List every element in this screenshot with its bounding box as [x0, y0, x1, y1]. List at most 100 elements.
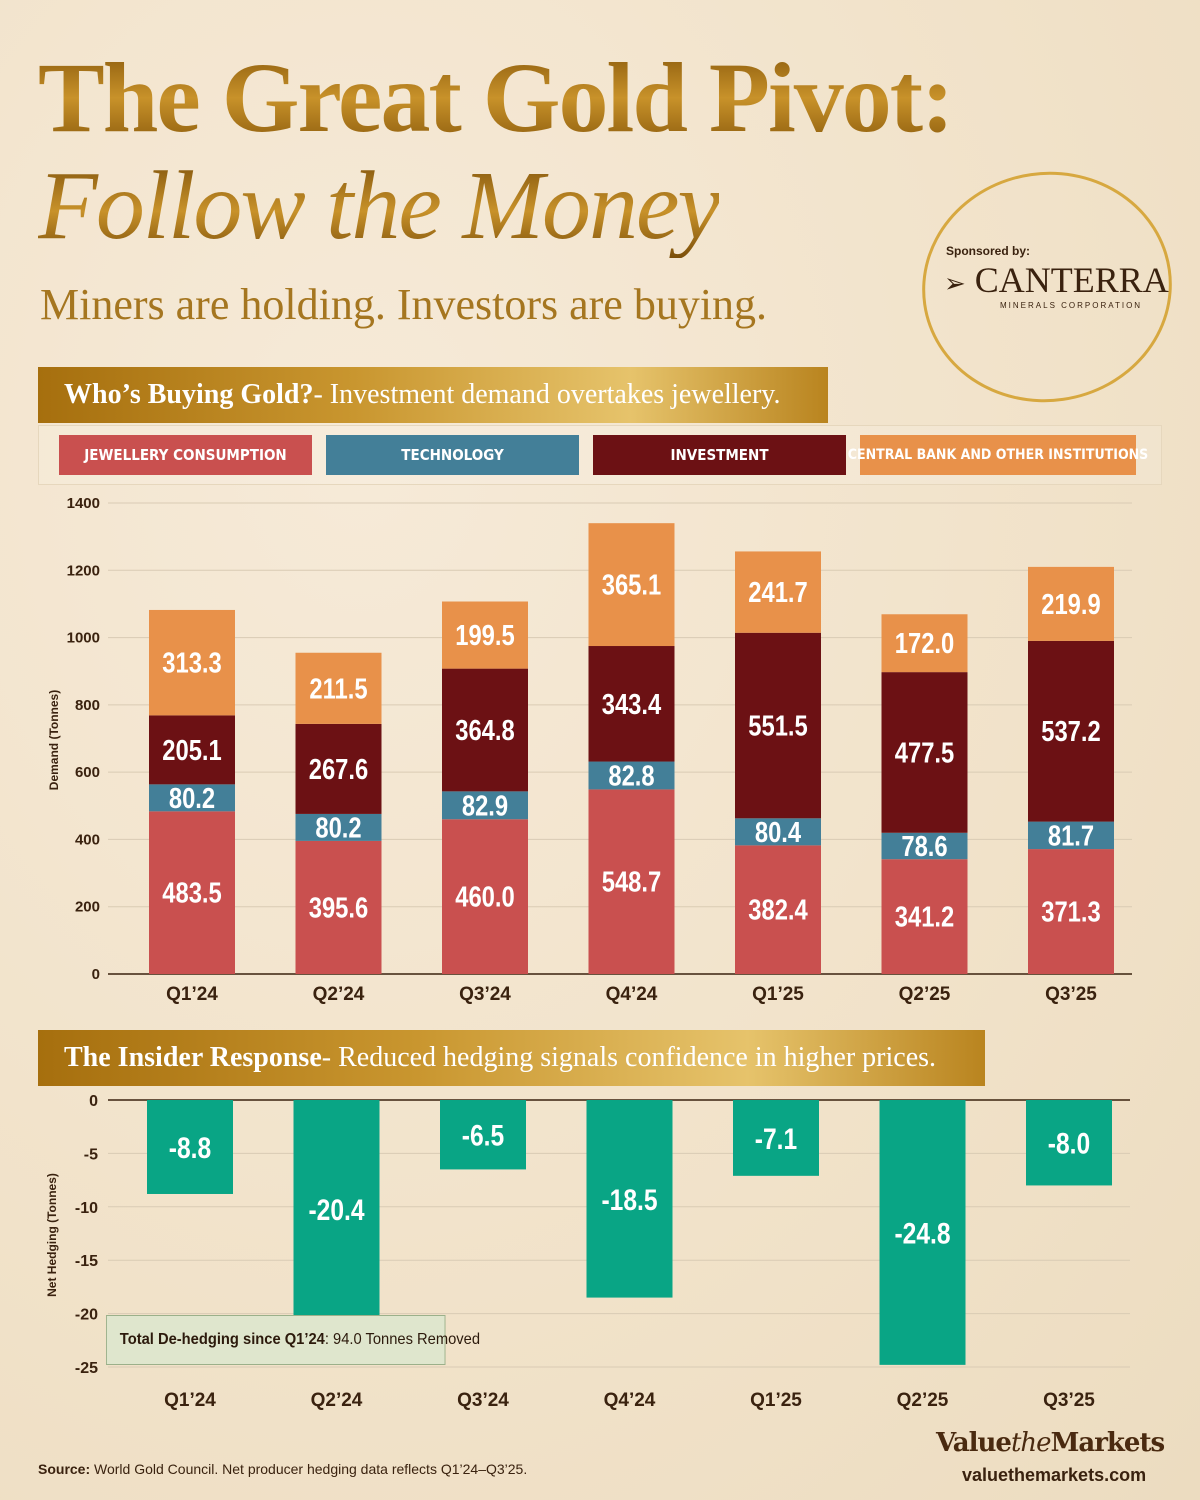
data-label: 267.6 [309, 753, 368, 786]
data-label: 241.7 [748, 576, 807, 609]
hedging-bar [1026, 1100, 1112, 1186]
legend: JEWELLERY CONSUMPTION TECHNOLOGY INVESTM… [38, 425, 1162, 485]
y-axis-label: Demand (Tonnes) [47, 690, 61, 790]
legend-central-bank: CENTRAL BANK AND OTHER INSTITUTIONS [848, 435, 1148, 475]
bar-segment-jewellery [442, 819, 528, 974]
bar-segment-jewellery [295, 840, 382, 974]
data-label: 211.5 [309, 672, 367, 705]
sponsor-logo: ➢ CANTERRA [944, 262, 1169, 298]
data-label: 82.8 [608, 759, 654, 792]
data-label: 219.9 [1041, 588, 1100, 621]
data-label: -18.5 [601, 1182, 657, 1216]
bar-segment-investment [881, 672, 968, 833]
data-label: 82.9 [462, 789, 508, 822]
bar-segment-central_bank [1028, 566, 1114, 641]
data-label: 172.0 [895, 627, 954, 660]
section-banner-demand: Who’s Buying Gold? - Investment demand o… [38, 367, 828, 423]
bar-segment-technology [295, 813, 382, 841]
sponsor-arrow-icon: ➢ [944, 269, 966, 298]
data-label: 80.2 [315, 811, 361, 844]
hedging-bar [879, 1100, 966, 1365]
y-tick-label: -10 [75, 1200, 98, 1217]
data-label: -7.1 [755, 1122, 797, 1156]
bar-segment-technology [588, 761, 675, 790]
brand-logo: ValuetheMarkets [936, 1428, 1165, 1458]
y-tick-label: 0 [92, 966, 100, 983]
data-label: -8.8 [169, 1131, 211, 1165]
legend-investment: INVESTMENT [593, 435, 846, 475]
hedging-bar [293, 1100, 380, 1318]
bar-segment-investment [588, 646, 675, 762]
bar-segment-jewellery [881, 859, 968, 974]
x-tick-label: Q3’25 [1043, 1390, 1095, 1411]
bar-segment-investment [442, 668, 528, 792]
data-label: 343.4 [602, 688, 662, 721]
data-label: 382.4 [748, 893, 808, 926]
data-label: 477.5 [895, 736, 954, 769]
x-tick-label: Q3’25 [1045, 984, 1097, 1005]
demand-chart: 0 200 400 600 800 1000 1200 1400 Demand (Tonnes)… [47, 495, 1132, 1005]
bar-segment-jewellery [1028, 849, 1114, 974]
data-label: -24.8 [894, 1216, 950, 1250]
x-tick-label: Q3’24 [459, 984, 511, 1005]
y-tick-label: 400 [75, 831, 100, 848]
x-tick-label: Q2’25 [897, 1390, 949, 1411]
hedging-bar [440, 1100, 526, 1170]
bar-segment-technology [149, 784, 235, 812]
x-tick-label: Q3’24 [457, 1390, 509, 1411]
bar-segment-central_bank [442, 601, 528, 669]
x-tick-label: Q1’24 [166, 984, 218, 1005]
annotation-text: : 94.0 Tonnes Removed [324, 1331, 481, 1348]
x-tick-label: Q1’25 [750, 1390, 802, 1411]
x-tick-label: Q1’25 [752, 984, 804, 1005]
y-tick-label: -20 [75, 1307, 98, 1324]
title-line-2: Follow the Money [38, 152, 721, 260]
x-tick-label: Q2’25 [899, 984, 951, 1005]
y-tick-label: 1200 [67, 562, 100, 579]
data-label: -20.4 [308, 1193, 365, 1227]
bar-segment-technology [442, 791, 528, 820]
data-label: 371.3 [1041, 895, 1100, 928]
bar-segment-investment [1028, 640, 1114, 822]
data-label: 460.0 [455, 880, 514, 913]
sponsor-label: Sponsored by: [946, 244, 1031, 258]
dehedging-annotation: Total De-hedging since Q1’24: 94.0 Tonne… [106, 1315, 480, 1365]
bar-segment-jewellery [735, 845, 821, 974]
data-label: 548.7 [602, 865, 661, 898]
x-tick-label: Q2’24 [313, 984, 365, 1005]
bar-segment-jewellery [588, 789, 675, 974]
data-label: 80.4 [755, 816, 801, 849]
section-banner-hedging: The Insider Response - Reduced hedging s… [38, 1030, 985, 1086]
x-tick-label: Q1’24 [164, 1390, 216, 1411]
data-label: 78.6 [901, 830, 947, 863]
x-tick-label: Q2’24 [311, 1390, 363, 1411]
data-label: 395.6 [309, 891, 368, 924]
legend-technology: TECHNOLOGY [326, 435, 579, 475]
data-label: 341.2 [895, 900, 954, 933]
legend-jewellery: JEWELLERY CONSUMPTION [59, 435, 312, 475]
y-axis-label: Net Hedging (Tonnes) [45, 1173, 59, 1297]
bar-segment-technology [1028, 821, 1114, 850]
y-tick-label: 0 [89, 1093, 98, 1110]
bar-segment-central_bank [295, 652, 382, 724]
data-label: -8.0 [1048, 1126, 1090, 1160]
bar-segment-technology [881, 832, 968, 860]
bar-segment-central_bank [588, 523, 675, 647]
hedging-bar [147, 1100, 233, 1194]
data-label: 537.2 [1041, 715, 1100, 748]
bar-segment-investment [295, 723, 382, 814]
data-label: 81.7 [1048, 819, 1094, 852]
y-tick-label: -5 [84, 1146, 98, 1163]
section-title: The Insider Response [64, 1042, 322, 1073]
bar-segment-technology [735, 818, 821, 846]
brand-b: the [1010, 1428, 1052, 1458]
bar-segment-investment [149, 715, 235, 785]
bar-segment-central_bank [149, 609, 235, 716]
data-label: -6.5 [462, 1118, 504, 1152]
hedging-chart: 0 -5 -10 -15 -20 -25 Net Hedging (Tonnes) -8.8 Q… [45, 1093, 1130, 1411]
source-label: Source: [38, 1461, 91, 1477]
brand-url[interactable]: valuethemarkets.com [962, 1465, 1147, 1485]
data-label: 483.5 [162, 876, 221, 909]
y-tick-label: 1400 [67, 495, 100, 512]
title-line-1: The Great Gold Pivot: [38, 42, 954, 153]
